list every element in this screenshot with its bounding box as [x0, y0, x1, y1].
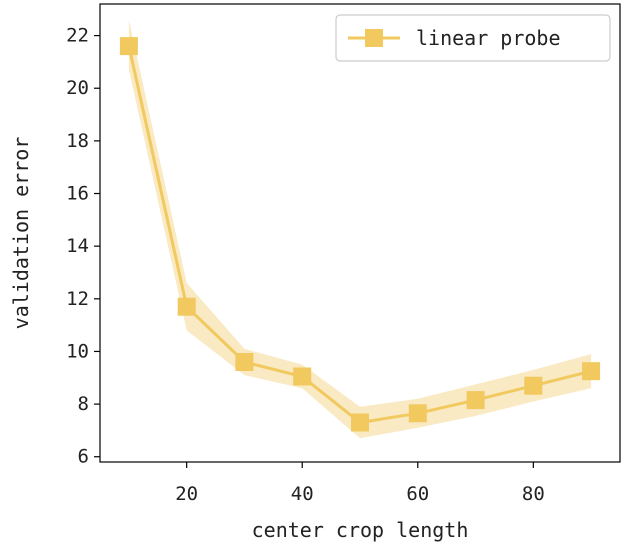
x-tick-label: 60: [406, 483, 429, 505]
data-point: [466, 391, 485, 410]
y-tick-label: 18: [66, 130, 89, 152]
legend-marker: [365, 29, 383, 47]
y-tick-label: 8: [78, 393, 89, 415]
x-tick-label: 40: [291, 483, 314, 505]
legend-box: [335, 14, 611, 62]
y-tick-label: 22: [66, 25, 89, 47]
data-point: [524, 376, 543, 395]
data-point: [408, 404, 427, 423]
legend: linear probe: [335, 14, 611, 62]
data-point: [177, 297, 196, 316]
plot-frame: [99, 3, 621, 463]
y-tick-label: 6: [78, 446, 89, 468]
y-tick-label: 16: [66, 183, 89, 205]
y-tick-label: 20: [66, 77, 89, 99]
data-point: [351, 413, 369, 432]
x-tick-label: 20: [175, 483, 198, 505]
y-tick-label: 10: [66, 340, 89, 362]
series-line: [127, 45, 592, 425]
y-axis-ticks: 6 8 10 12 14 16 18 20 22: [66, 25, 100, 468]
data-point: [119, 37, 138, 56]
y-axis-title: validation error: [9, 137, 33, 330]
data-point: [293, 367, 312, 386]
series-markers: [119, 37, 601, 432]
y-tick-label: 12: [66, 288, 89, 310]
x-axis-title: center crop length: [252, 518, 469, 542]
legend-label: linear probe: [416, 26, 561, 50]
data-point: [582, 362, 601, 381]
data-point: [235, 353, 254, 371]
plot-area: [119, 19, 601, 439]
x-axis-ticks: 20 40 60 80: [175, 462, 545, 505]
x-tick-label: 80: [522, 483, 545, 505]
y-tick-label: 14: [66, 235, 89, 257]
confidence-band: [128, 19, 592, 439]
